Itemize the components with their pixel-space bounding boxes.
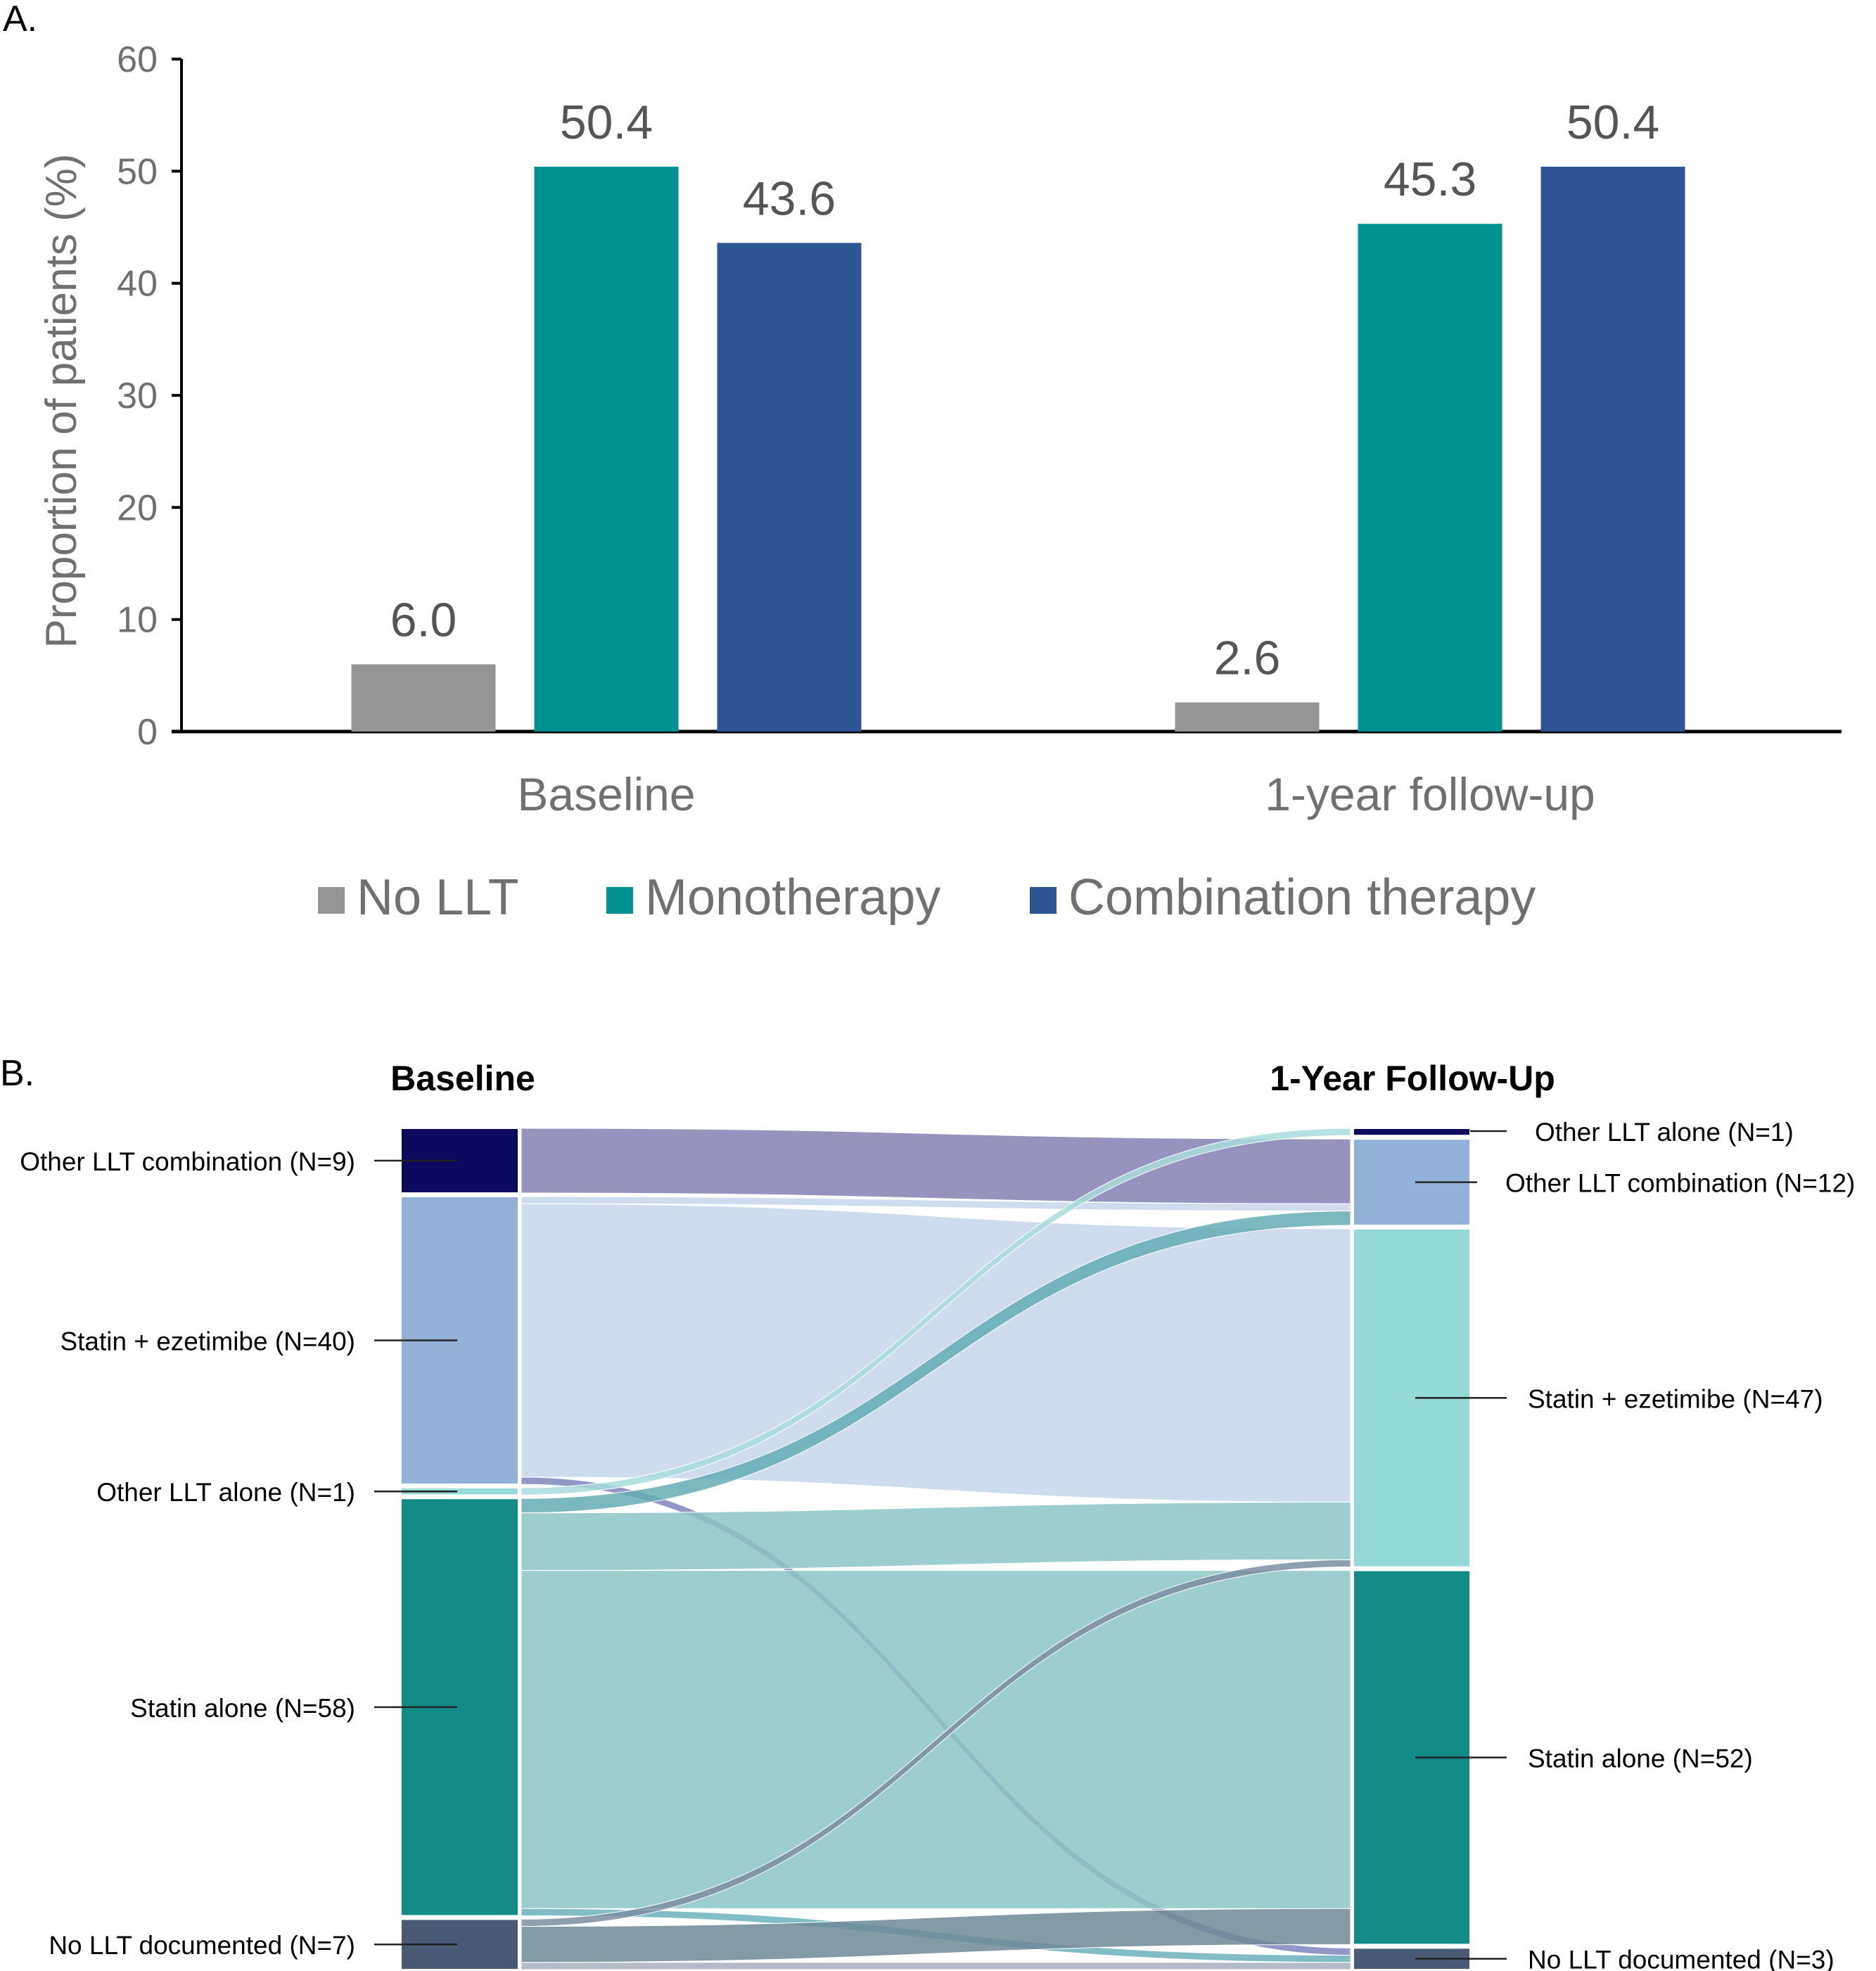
flows [521,1128,1351,1970]
node-label: No LLT documented (N=7) [49,1931,355,1960]
flow-b_none-to-f_se [521,1559,1351,1927]
bars: 6.0 50.4 43.6 2.6 45.3 50.4 [351,96,1685,732]
y-tick-label: 60 [117,39,158,80]
data-label: 50.4 [560,96,653,149]
panel-a-label: A. [3,0,37,39]
panel-b-sankey: B. Baseline 1-Year Follow-Up Other LLT c… [0,1053,1855,1971]
baseline-column-title: Baseline [390,1059,535,1098]
data-label: 6.0 [390,593,457,646]
flow-b_none-to-f_statin [521,1908,1351,1963]
node-follow-up-no-llt-documented-n-3 [1353,1947,1471,1971]
node-label: Statin alone (N=52) [1528,1744,1753,1773]
follow-up-column-title: 1-Year Follow-Up [1270,1059,1555,1098]
data-label: 45.3 [1384,153,1476,206]
flow-b_combo-to-f_combo [521,1128,1351,1204]
node-labels: Other LLT combination (N=9) Statin + ezet… [20,1118,1855,1971]
data-label: 43.6 [743,172,836,225]
y-tick-label: 50 [117,151,158,192]
legend-swatch-no-llt [318,887,345,914]
panel-a-bar-chart: A. 0 10 20 30 40 50 60 Proportion of patients (… [3,0,1842,926]
y-tick-label: 30 [117,376,158,416]
legend: No LLT Monotherapy Combination therapy [318,869,1536,926]
legend-swatch-monotherapy [606,887,633,914]
node-label: Statin + ezetimibe (N=40) [60,1327,355,1356]
flow-b_statin-to-f_combo [521,1210,1351,1514]
flow-b_none-to-f_none [521,1962,1351,1970]
legend-label: Combination therapy [1068,869,1536,926]
node-label: No LLT documented (N=3) [1528,1946,1834,1971]
bar-monotherapy-1-year-follow-up [1358,224,1502,732]
bar-no-llt-baseline [351,664,496,732]
axes: 0 10 20 30 40 50 60 Proportion of patients (%) B… [37,39,1842,820]
data-label: 2.6 [1214,632,1281,685]
panel-b-label: B. [0,1053,34,1094]
node-label: Statin + ezetimibe (N=47) [1528,1384,1823,1413]
y-tick-label: 10 [117,600,158,641]
y-tick-label: 40 [117,264,158,305]
y-tick-label: 20 [117,487,158,528]
flow-b_alone-to-f_alone [521,1128,1351,1495]
bar-combination-therapy-baseline [717,243,862,732]
y-tick-label: 0 [137,712,158,753]
node-label: Other LLT combination (N=12) [1505,1169,1855,1198]
legend-label: No LLT [357,869,519,926]
node-label: Other LLT alone (N=1) [96,1478,355,1507]
node-label: Other LLT alone (N=1) [1535,1118,1794,1147]
bar-no-llt-1-year-follow-up [1175,702,1320,732]
flow-b_statin-to-f_se [521,1502,1351,1571]
flow-b_se-to-f_se [521,1203,1351,1503]
legend-label: Monotherapy [645,869,940,926]
node-label: Statin alone (N=58) [130,1694,355,1723]
legend-swatch-combination-therapy [1030,887,1057,914]
bar-monotherapy-baseline [534,166,679,732]
x-tick-label: Baseline [517,768,695,820]
node-label: Other LLT combination (N=9) [20,1147,355,1176]
data-label: 50.4 [1566,96,1659,149]
node-follow-up-other-llt-alone-n-1 [1353,1128,1471,1137]
x-tick-label: 1-year follow-up [1265,768,1595,820]
y-axis-title: Proportion of patients (%) [37,153,86,648]
bar-combination-therapy-1-year-follow-up [1540,166,1685,732]
